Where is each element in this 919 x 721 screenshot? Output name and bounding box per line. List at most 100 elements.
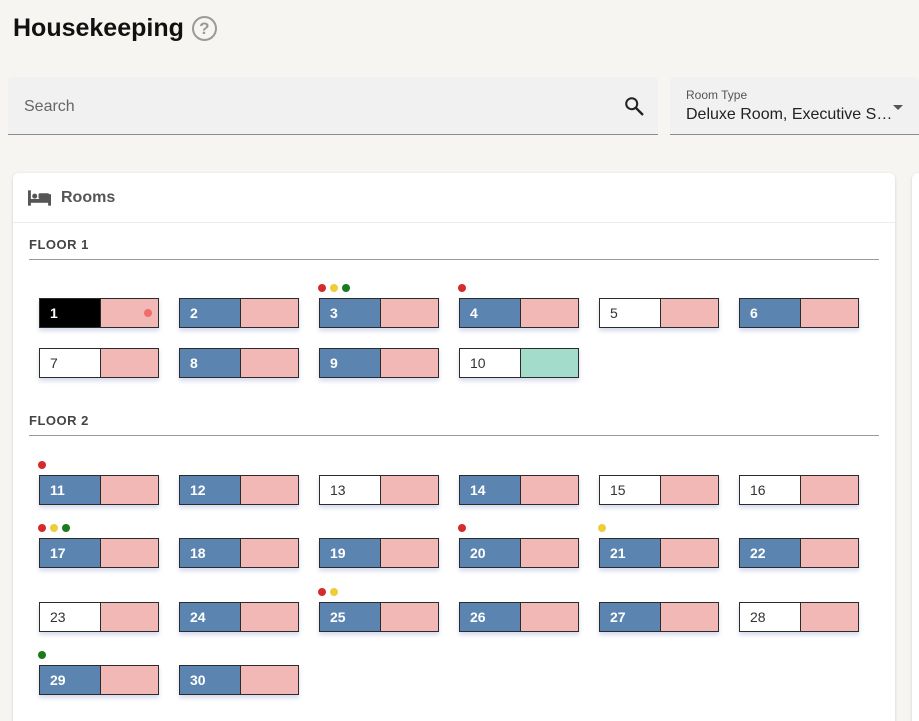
room-status-indicator bbox=[100, 299, 158, 327]
room-tile[interactable]: 4 bbox=[459, 298, 579, 328]
room-tile[interactable]: 8 bbox=[179, 348, 299, 378]
room-tile[interactable]: 28 bbox=[739, 602, 859, 632]
page-header: Housekeeping ? bbox=[13, 14, 217, 43]
room-type-select[interactable]: Room Type Deluxe Room, Executive Suite bbox=[670, 77, 919, 135]
status-dot bbox=[38, 651, 46, 659]
room-tile[interactable]: 21 bbox=[599, 538, 719, 568]
page-title: Housekeeping bbox=[13, 14, 184, 42]
room-tile[interactable]: 12 bbox=[179, 475, 299, 505]
rooms-card-header: Rooms bbox=[13, 173, 895, 223]
room-status-indicator bbox=[660, 603, 718, 631]
room-status-indicator bbox=[800, 603, 858, 631]
room-status-indicator bbox=[660, 539, 718, 567]
room-status-indicator bbox=[100, 349, 158, 377]
room-number: 19 bbox=[320, 539, 380, 567]
rooms-card-title: Rooms bbox=[61, 188, 116, 206]
room-tile[interactable]: 7 bbox=[39, 348, 159, 378]
room-tile[interactable]: 10 bbox=[459, 348, 579, 378]
room-alert-dots bbox=[318, 284, 350, 292]
room-number: 15 bbox=[600, 476, 660, 504]
room-status-indicator bbox=[380, 603, 438, 631]
search-box[interactable] bbox=[8, 77, 658, 135]
room-tile[interactable]: 13 bbox=[319, 475, 439, 505]
room-tile[interactable]: 9 bbox=[319, 348, 439, 378]
room-status-indicator bbox=[240, 539, 298, 567]
room-tile[interactable]: 14 bbox=[459, 475, 579, 505]
room-tile[interactable]: 18 bbox=[179, 538, 299, 568]
room-number: 9 bbox=[320, 349, 380, 377]
room-status-indicator bbox=[240, 349, 298, 377]
room-status-indicator bbox=[240, 476, 298, 504]
room-tile[interactable]: 1 bbox=[39, 298, 159, 328]
room-number: 10 bbox=[460, 349, 520, 377]
room-status-indicator bbox=[380, 476, 438, 504]
room-tile[interactable]: 15 bbox=[599, 475, 719, 505]
floor-2-section: FLOOR 2 bbox=[29, 413, 879, 436]
room-status-indicator bbox=[100, 539, 158, 567]
room-status-indicator bbox=[660, 299, 718, 327]
room-status-indicator bbox=[100, 603, 158, 631]
status-dot bbox=[38, 461, 46, 469]
room-number: 6 bbox=[740, 299, 800, 327]
room-alert-dots bbox=[318, 588, 338, 596]
room-number: 23 bbox=[40, 603, 100, 631]
status-dot bbox=[50, 524, 58, 532]
room-number: 16 bbox=[740, 476, 800, 504]
room-tile[interactable]: 22 bbox=[739, 538, 859, 568]
room-number: 22 bbox=[740, 539, 800, 567]
room-tile[interactable]: 24 bbox=[179, 602, 299, 632]
room-alert-dots bbox=[38, 461, 46, 469]
room-number: 17 bbox=[40, 539, 100, 567]
room-alert-dots bbox=[38, 651, 46, 659]
room-status-indicator bbox=[800, 299, 858, 327]
room-status-indicator bbox=[380, 349, 438, 377]
room-tile[interactable]: 29 bbox=[39, 665, 159, 695]
status-dot bbox=[598, 524, 606, 532]
room-number: 2 bbox=[180, 299, 240, 327]
room-tile[interactable]: 6 bbox=[739, 298, 859, 328]
chevron-down-icon[interactable] bbox=[893, 105, 903, 110]
room-number: 25 bbox=[320, 603, 380, 631]
room-number: 7 bbox=[40, 349, 100, 377]
room-tile[interactable]: 19 bbox=[319, 538, 439, 568]
status-dot bbox=[62, 524, 70, 532]
room-status-indicator bbox=[520, 299, 578, 327]
room-type-value[interactable]: Deluxe Room, Executive Suite bbox=[686, 106, 896, 123]
room-status-indicator bbox=[380, 539, 438, 567]
room-tile[interactable]: 23 bbox=[39, 602, 159, 632]
room-tile[interactable]: 25 bbox=[319, 602, 439, 632]
room-status-indicator bbox=[100, 666, 158, 694]
room-tile[interactable]: 5 bbox=[599, 298, 719, 328]
status-dot bbox=[330, 588, 338, 596]
status-dot bbox=[458, 524, 466, 532]
room-number: 5 bbox=[600, 299, 660, 327]
search-icon[interactable] bbox=[623, 95, 645, 117]
room-status-indicator bbox=[240, 666, 298, 694]
room-number: 27 bbox=[600, 603, 660, 631]
room-number: 12 bbox=[180, 476, 240, 504]
room-tile[interactable]: 3 bbox=[319, 298, 439, 328]
room-number: 1 bbox=[40, 299, 100, 327]
room-status-indicator bbox=[240, 299, 298, 327]
status-dot bbox=[458, 284, 466, 292]
room-status-indicator bbox=[100, 476, 158, 504]
room-status-indicator bbox=[520, 476, 578, 504]
room-type-label: Room Type bbox=[686, 88, 748, 102]
floor-1-section: FLOOR 1 bbox=[29, 237, 879, 260]
room-tile[interactable]: 16 bbox=[739, 475, 859, 505]
rooms-card: Rooms FLOOR 1 FLOOR 2 1 2 3 4 5 6 7 8 9 10 11 12 13 1… bbox=[13, 173, 895, 721]
room-number: 4 bbox=[460, 299, 520, 327]
room-tile[interactable]: 30 bbox=[179, 665, 299, 695]
search-input[interactable] bbox=[24, 95, 604, 119]
room-tile[interactable]: 20 bbox=[459, 538, 579, 568]
room-tile[interactable]: 17 bbox=[39, 538, 159, 568]
room-tile[interactable]: 26 bbox=[459, 602, 579, 632]
room-status-indicator bbox=[520, 603, 578, 631]
room-tile[interactable]: 2 bbox=[179, 298, 299, 328]
room-tile[interactable]: 27 bbox=[599, 602, 719, 632]
help-icon[interactable]: ? bbox=[191, 16, 217, 41]
bed-icon bbox=[28, 189, 51, 206]
room-tile[interactable]: 11 bbox=[39, 475, 159, 505]
room-number: 29 bbox=[40, 666, 100, 694]
room-status-indicator bbox=[800, 476, 858, 504]
